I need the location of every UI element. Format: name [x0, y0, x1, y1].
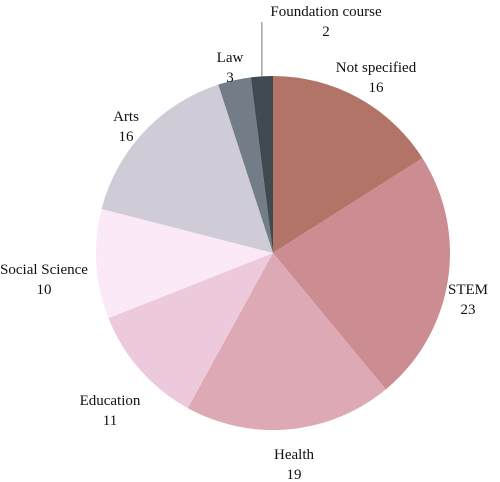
pie-slice-stem	[273, 158, 451, 390]
slice-label-value: 16	[119, 129, 135, 145]
pie-slices	[95, 76, 451, 431]
pie-slice-social-science	[95, 208, 273, 319]
slice-label-education: Education 11	[80, 393, 141, 429]
slice-label-value: 2	[322, 24, 330, 40]
slice-label-stem: STEM 23	[448, 282, 488, 318]
slice-label-foundation-course: Foundation course 2	[270, 4, 382, 40]
slice-label-law: Law 3	[217, 50, 244, 86]
slice-label-name: Law	[217, 50, 244, 66]
pie-slice-health	[187, 253, 386, 431]
pie-slice-arts	[101, 84, 273, 253]
slice-label-name: Foundation course	[270, 4, 382, 20]
slice-label-value: 3	[226, 70, 234, 86]
pie-slice-education	[108, 253, 274, 409]
slice-label-name: Education	[80, 393, 141, 409]
slice-label-name: Health	[274, 447, 314, 463]
slice-label-value: 16	[369, 80, 385, 96]
pie-slice-law	[218, 77, 273, 254]
pie-slice-not-specified	[273, 76, 423, 253]
slice-label-name: Arts	[113, 109, 139, 125]
slice-label-arts: Arts 16	[113, 109, 139, 145]
slice-label-value: 23	[461, 302, 476, 318]
slice-label-name: STEM	[448, 282, 488, 298]
slice-label-name: Not specified	[336, 60, 417, 76]
slice-label-value: 10	[37, 282, 52, 298]
slice-label-value: 11	[103, 413, 117, 429]
slice-label-health: Health 19	[274, 447, 314, 482]
slice-label-social-science: Social Science 10	[0, 262, 88, 298]
slice-label-name: Social Science	[0, 262, 88, 278]
pie-slice-foundation-course	[250, 76, 273, 253]
slice-label-value: 19	[287, 467, 302, 482]
slice-label-not-specified: Not specified 16	[336, 60, 417, 96]
